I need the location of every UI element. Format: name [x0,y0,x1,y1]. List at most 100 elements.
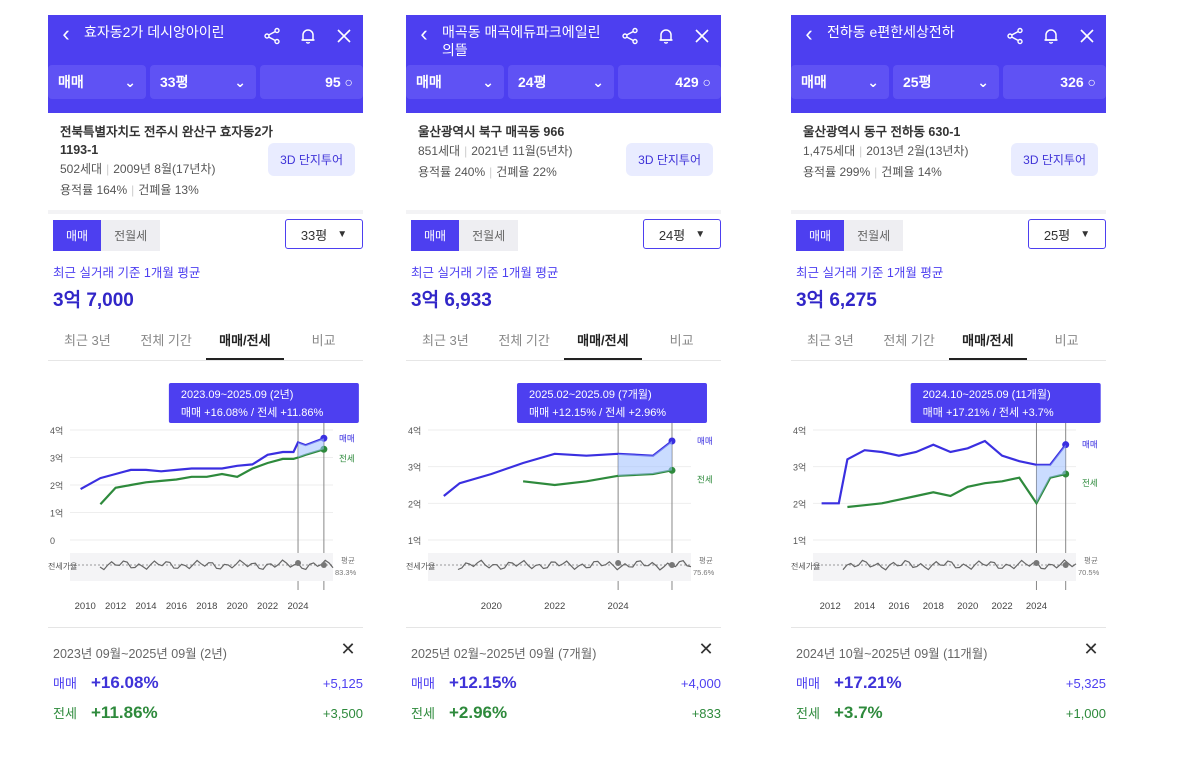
share-icon[interactable] [259,23,285,49]
address: 울산광역시 동구 전하동 630-1 [803,125,961,139]
change-area [1036,444,1066,504]
deal-type-select[interactable]: 매매 ⌄ [406,65,504,99]
tab-sale-lease[interactable]: 매매/전세 [948,325,1028,360]
y-tick-label: 3억 [793,462,806,473]
ratio-avg-label: 평균 [699,555,713,565]
ratio-end-point[interactable] [668,562,675,568]
segment-sale[interactable]: 매매 [411,220,460,251]
sale-label: 매매 [411,676,435,691]
close-icon[interactable]: ✕ [1083,639,1099,659]
chart-size-select[interactable]: 25평 ▼ [1028,219,1106,249]
section-divider [791,210,1106,214]
share-icon[interactable] [617,23,643,49]
close-icon[interactable] [1074,23,1100,49]
back-icon[interactable]: ‹ [420,21,428,46]
section-divider [48,210,363,214]
chevron-down-icon: ⌄ [234,73,246,90]
lease-change-amount: +833 [691,706,721,721]
segment-lease[interactable]: 전월세 [844,220,904,251]
tab-compare[interactable]: 비교 [1054,333,1079,348]
close-icon[interactable] [331,23,357,49]
tour-3d-button[interactable]: 3D 단지투어 [626,143,713,176]
tab-recent-3y[interactable]: 최근 3년 [422,333,469,348]
sale-label: 매매 [796,676,820,691]
ratio-end-point[interactable] [320,562,327,568]
search-count-button[interactable]: 429 ○ [618,65,721,99]
ratio-start-point[interactable] [615,560,622,566]
ratio-end-point[interactable] [1062,562,1069,568]
complex-title: 효자동2가 데시앙아이린 [84,24,225,40]
tab-compare[interactable]: 비교 [311,333,336,348]
chevron-down-icon: ⌄ [124,73,136,90]
sale-change-pct: +12.15% [449,673,517,692]
close-icon[interactable]: ✕ [698,639,714,659]
segment-lease[interactable]: 전월세 [101,220,161,251]
segment-sale[interactable]: 매매 [796,220,845,251]
size-select[interactable]: 33평 ⌄ [150,65,256,99]
size-select[interactable]: 25평 ⌄ [893,65,999,99]
close-icon[interactable] [689,23,715,49]
bell-icon[interactable] [295,23,321,49]
summary-sale-row: 매매 +16.08% +5,125 [53,673,363,693]
chart-size-select[interactable]: 33평 ▼ [285,219,363,249]
x-tick-label: 2014 [854,601,875,612]
back-icon[interactable]: ‹ [805,21,813,46]
tab-all-period[interactable]: 전체 기간 [140,333,192,348]
legend-lease: 전세 [339,453,355,463]
address: 전북특별자치도 전주시 완산구 효자동2가 1193-1 [60,125,273,157]
y-tick-label: 4억 [50,425,63,436]
search-count-button[interactable]: 95 ○ [260,65,363,99]
ratio-avg-value: 83.3% [335,568,357,577]
deal-type-select[interactable]: 매매 ⌄ [48,65,146,99]
segment-sale[interactable]: 매매 [53,220,102,251]
tab-sale-lease[interactable]: 매매/전세 [563,325,643,360]
sale-endpoint[interactable] [1062,441,1070,449]
tab-compare[interactable]: 비교 [669,333,694,348]
chevron-down-icon: ⌄ [977,73,989,90]
size-select[interactable]: 24평 ⌄ [508,65,614,99]
x-tick-label: 2010 [75,601,96,612]
close-icon[interactable]: ✕ [340,639,356,659]
tour-3d-button[interactable]: 3D 단지투어 [1011,143,1098,176]
ratio-start-point[interactable] [295,560,302,566]
x-tick-label: 2018 [196,601,217,612]
deal-type-select[interactable]: 매매 ⌄ [791,65,889,99]
meta-line-1: 1,475세대 | 2013년 2월(13년차) [803,144,969,158]
address: 울산광역시 북구 매곡동 966 [418,125,565,139]
x-tick-label: 2024 [608,601,629,612]
chart-size-select[interactable]: 24평 ▼ [643,219,721,249]
search-icon: ○ [1087,74,1096,90]
back-icon[interactable]: ‹ [62,21,70,46]
segment-lease[interactable]: 전월세 [459,220,519,251]
tooltip-change: 매매 +17.21% / 전세 +3.7% [923,406,1054,419]
summary-sale-row: 매매 +17.21% +5,325 [796,673,1106,693]
ratio-label: 전세가율 [406,561,435,571]
tour-3d-button[interactable]: 3D 단지투어 [268,143,355,176]
lease-label: 전세 [53,706,77,721]
share-icon[interactable] [1002,23,1028,49]
tab-all-period[interactable]: 전체 기간 [883,333,935,348]
tab-sale-lease[interactable]: 매매/전세 [205,325,285,360]
tab-recent-3y[interactable]: 최근 3년 [64,333,111,348]
sale-series-line [80,437,325,491]
summary-lease-row: 전세 +11.86% +3,500 [53,703,363,723]
y-tick-label: 1억 [50,508,63,519]
tab-recent-3y[interactable]: 최근 3년 [807,333,854,348]
avg-price: 3억 6,275 [796,290,877,311]
search-count-button[interactable]: 326 ○ [1003,65,1106,99]
search-icon: ○ [344,74,353,90]
summary-divider [791,627,1106,628]
chevron-down-icon: ⌄ [592,73,604,90]
avg-label: 최근 실거래 기준 1개월 평균 [796,266,944,280]
ratio-start-point[interactable] [1033,560,1040,566]
bell-icon[interactable] [1038,23,1064,49]
x-tick-label: 2024 [1026,601,1047,612]
legend-lease: 전세 [1082,478,1098,488]
tab-all-period[interactable]: 전체 기간 [498,333,550,348]
bell-icon[interactable] [653,23,679,49]
x-tick-label: 2016 [166,601,187,612]
lease-series-line [847,472,1066,509]
